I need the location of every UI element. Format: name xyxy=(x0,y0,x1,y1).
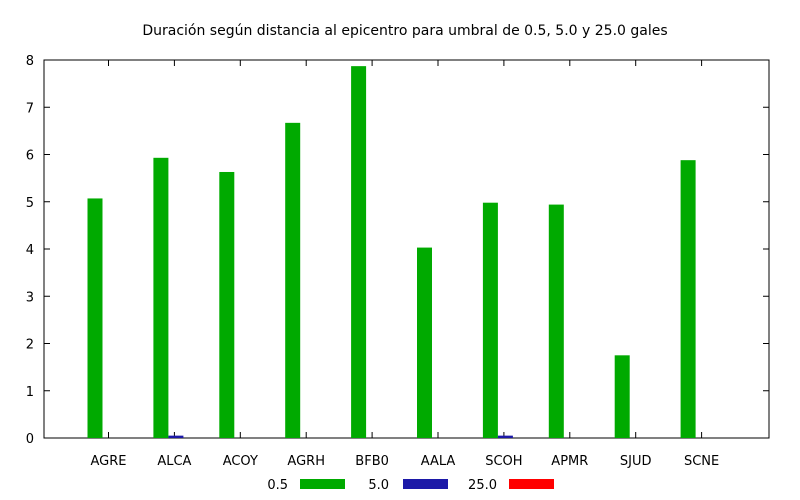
y-tick-label: 3 xyxy=(26,290,34,305)
legend-label: 0.5 xyxy=(267,478,288,493)
bar-0_5-apmr xyxy=(548,204,564,438)
chart-title: Duración según distancia al epicentro pa… xyxy=(142,23,667,39)
bar-0_5-acoy xyxy=(219,171,235,439)
y-tick-label: 4 xyxy=(26,243,34,258)
bar-0_5-agre xyxy=(87,198,103,438)
plot-area: 0 1 2 3 4 5 6 7 8 AGRE ALCA ACOY AGRH BFB0 AALA SCOH APM… xyxy=(26,54,770,469)
legend-swatch xyxy=(300,479,345,489)
bar-0_5-aala xyxy=(417,247,432,438)
legend-swatch xyxy=(509,479,554,489)
y-tick-label: 7 xyxy=(26,101,34,116)
x-tick-label: ACOY xyxy=(223,454,258,469)
bar-0_5-scoh xyxy=(482,202,498,438)
plot-frame xyxy=(43,59,770,439)
legend-swatch xyxy=(403,479,448,489)
bar-0_5-agrh xyxy=(285,122,301,438)
y-tick-label: 2 xyxy=(26,338,34,353)
x-tick-label: BFB0 xyxy=(355,454,389,469)
bar-0_5-sjud xyxy=(614,355,630,438)
x-tick-label: ALCA xyxy=(157,454,191,469)
legend-label: 25.0 xyxy=(468,478,497,493)
bar-0_5-alca xyxy=(153,157,169,438)
bar-0_5-scne xyxy=(680,160,696,439)
y-tick-label: 1 xyxy=(26,385,34,400)
y-tick-label: 0 xyxy=(26,432,34,447)
x-tick-label: AGRH xyxy=(287,454,325,469)
y-tick-label: 6 xyxy=(26,149,34,164)
x-tick-label: AALA xyxy=(421,454,456,469)
bar-5_0-alca xyxy=(168,435,184,438)
x-tick-label: SCNE xyxy=(684,454,719,469)
x-tick-label: AGRE xyxy=(91,454,127,469)
y-tick-label: 8 xyxy=(26,54,34,69)
x-tick-label: SCOH xyxy=(485,454,522,469)
y-tick-label: 5 xyxy=(26,196,34,211)
x-tick-label: SJUD xyxy=(620,454,652,469)
bar-0_5-bfb0 xyxy=(351,66,367,438)
bar-5_0-scoh xyxy=(497,435,513,438)
x-tick-label: APMR xyxy=(551,454,588,469)
legend: 0.5 5.0 25.0 xyxy=(267,478,554,493)
legend-label: 5.0 xyxy=(368,478,389,493)
